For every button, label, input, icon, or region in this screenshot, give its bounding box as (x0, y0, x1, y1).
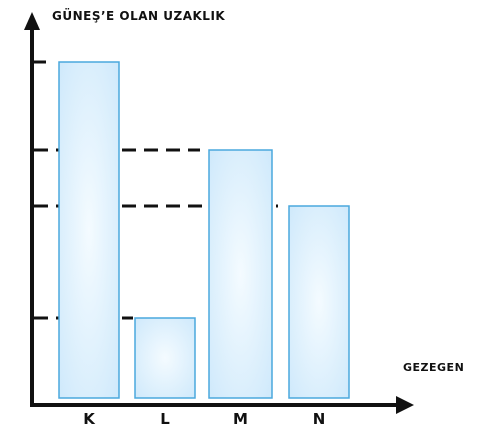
bars-group (58, 61, 350, 399)
y-axis-arrow-icon (24, 12, 40, 30)
bar-k (58, 61, 120, 399)
x-tick-label-m: M (233, 410, 248, 428)
bar-m (208, 149, 273, 399)
y-axis-label: GÜNEŞ’E OLAN UZAKLIK (52, 8, 225, 23)
x-tick-label-l: L (160, 410, 170, 428)
x-axis-arrow-icon (396, 396, 414, 414)
x-tick-labels: K L M N (83, 410, 325, 428)
x-axis-label: GEZEGEN (403, 361, 464, 374)
bar-l (134, 317, 196, 399)
x-tick-label-n: N (313, 410, 326, 428)
y-ticks (32, 60, 46, 320)
x-tick-label-k: K (83, 410, 96, 428)
bar-n (288, 205, 350, 399)
